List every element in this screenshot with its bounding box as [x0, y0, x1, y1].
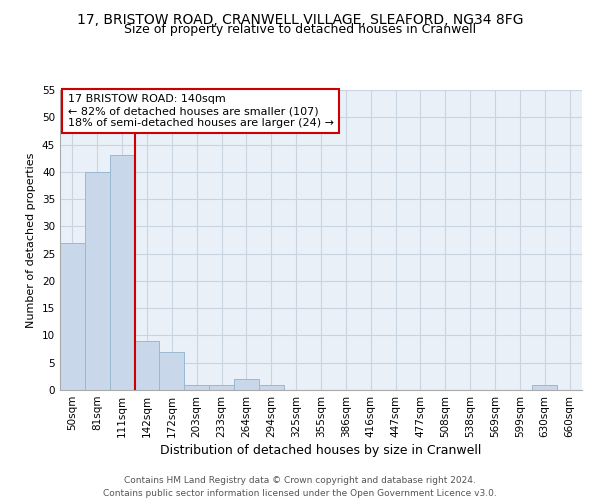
- Bar: [85, 172, 110, 390]
- Bar: [234, 379, 259, 390]
- Y-axis label: Number of detached properties: Number of detached properties: [26, 152, 37, 328]
- Bar: [160, 352, 184, 390]
- Text: Size of property relative to detached houses in Cranwell: Size of property relative to detached ho…: [124, 22, 476, 36]
- Bar: [532, 384, 557, 390]
- Bar: [110, 156, 134, 390]
- Text: 17, BRISTOW ROAD, CRANWELL VILLAGE, SLEAFORD, NG34 8FG: 17, BRISTOW ROAD, CRANWELL VILLAGE, SLEA…: [77, 12, 523, 26]
- Bar: [184, 384, 209, 390]
- Bar: [60, 242, 85, 390]
- Bar: [134, 341, 160, 390]
- Text: Contains HM Land Registry data © Crown copyright and database right 2024.
Contai: Contains HM Land Registry data © Crown c…: [103, 476, 497, 498]
- X-axis label: Distribution of detached houses by size in Cranwell: Distribution of detached houses by size …: [160, 444, 482, 457]
- Text: 17 BRISTOW ROAD: 140sqm
← 82% of detached houses are smaller (107)
18% of semi-d: 17 BRISTOW ROAD: 140sqm ← 82% of detache…: [68, 94, 334, 128]
- Bar: [209, 384, 234, 390]
- Bar: [259, 384, 284, 390]
